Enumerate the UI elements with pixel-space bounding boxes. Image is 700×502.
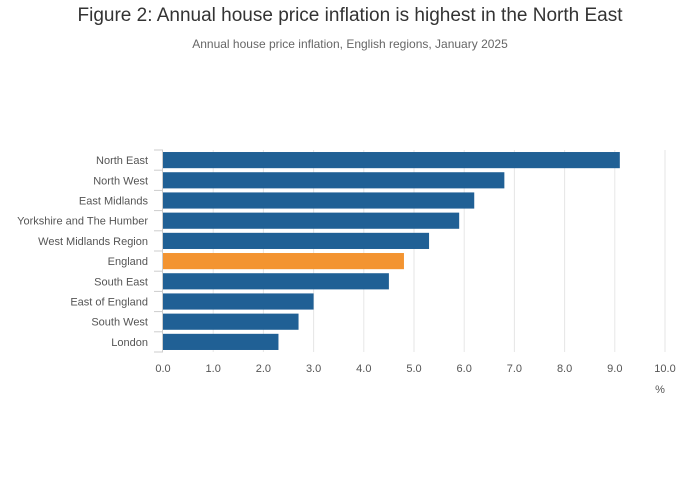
x-tick-label: 7.0 (507, 363, 522, 375)
y-category-label: South East (94, 276, 148, 288)
x-tick-label: 10.0 (654, 363, 675, 375)
bar (163, 152, 620, 169)
y-category-label: East of England (70, 297, 148, 309)
chart-title: Figure 2: Annual house price inflation i… (77, 5, 623, 26)
y-category-label: England (108, 256, 148, 268)
x-axis-title: % (655, 384, 665, 396)
bar (163, 172, 505, 189)
y-category-label: East Midlands (79, 196, 149, 208)
y-category-label: Yorkshire and The Humber (17, 216, 148, 228)
bar (163, 273, 389, 290)
bar (163, 253, 404, 270)
bar (163, 232, 430, 249)
x-tick-label: 9.0 (607, 363, 622, 375)
bar (163, 192, 475, 209)
x-tick-label: 5.0 (406, 363, 421, 375)
bar (163, 313, 299, 330)
x-tick-label: 4.0 (356, 363, 371, 375)
x-tick-label: 8.0 (557, 363, 572, 375)
bar (163, 293, 314, 310)
bars (163, 152, 620, 350)
x-tick-label: 0.0 (155, 363, 170, 375)
bar (163, 333, 279, 350)
bar (163, 212, 460, 229)
y-category-label: South West (91, 317, 148, 329)
x-tick-label: 6.0 (457, 363, 472, 375)
chart-subtitle: Annual house price inflation, English re… (192, 37, 508, 51)
y-category-label: North East (96, 155, 148, 167)
x-tick-label: 3.0 (306, 363, 321, 375)
y-category-label: North West (93, 175, 148, 187)
x-tick-label: 1.0 (206, 363, 221, 375)
y-category-label: West Midlands Region (38, 236, 148, 248)
x-tick-label: 2.0 (256, 363, 271, 375)
axes: 0.0 1.0 2.0 3.0 4.0 5.0 6.0 7.0 8.0 9.0 10.0 North … (17, 149, 676, 375)
y-category-label: London (111, 337, 148, 349)
